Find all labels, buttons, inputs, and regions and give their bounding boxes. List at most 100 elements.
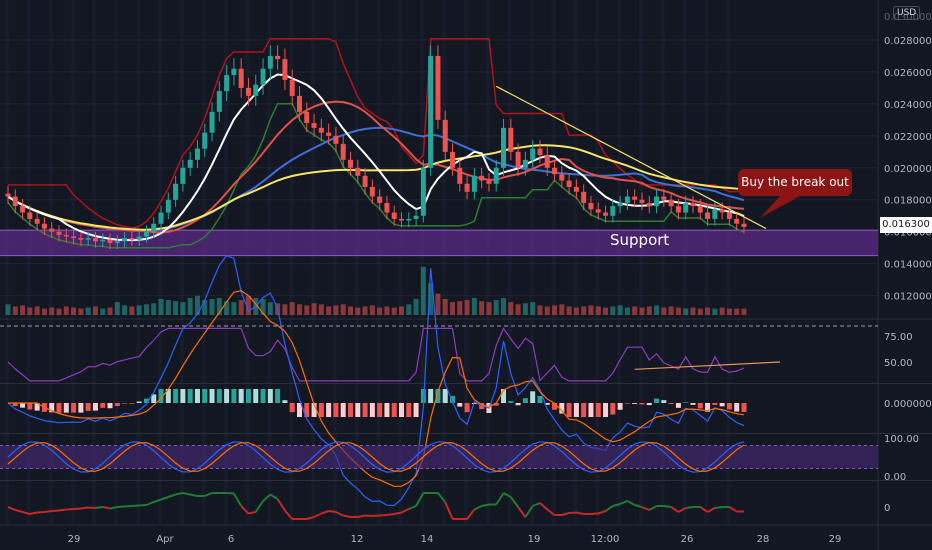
price-axis-label: 0.024000 <box>884 100 932 111</box>
macd-histogram-bar <box>92 403 98 411</box>
momentum-segment <box>37 511 45 514</box>
candle-body <box>355 167 361 176</box>
candle-body <box>690 202 696 207</box>
macd-histogram-bar <box>275 389 281 403</box>
momentum-segment <box>117 505 125 508</box>
session-stripe <box>507 0 512 525</box>
session-stripe <box>92 0 97 525</box>
volume-bar <box>675 307 681 315</box>
candle-body <box>173 183 179 200</box>
momentum-segment <box>269 493 279 500</box>
macd-histogram-bar <box>581 403 587 417</box>
volume-bar <box>180 302 186 315</box>
volume-bar <box>56 308 62 315</box>
macd-histogram-bar <box>654 398 660 403</box>
momentum-segment <box>604 505 614 512</box>
volume-bar <box>734 308 740 315</box>
session-stripe <box>223 0 228 525</box>
candle-body <box>216 91 222 112</box>
momentum-segment <box>167 493 176 498</box>
session-stripe <box>442 0 447 525</box>
candle-body <box>435 55 441 120</box>
macd-histogram-bar <box>522 398 528 403</box>
candle-body <box>741 223 747 227</box>
candle-body <box>493 167 499 184</box>
momentum-segment <box>517 506 527 518</box>
momentum-segment <box>146 501 155 506</box>
candle-body <box>457 167 463 184</box>
currency-label[interactable]: USD <box>893 6 921 20</box>
momentum-segment <box>466 508 476 520</box>
session-stripe <box>354 0 359 525</box>
volume-bar <box>493 300 499 315</box>
volume-bar <box>413 299 419 315</box>
descending-trendline <box>495 85 767 230</box>
volume-bar <box>391 307 397 315</box>
time-axis-label: 28 <box>757 534 770 545</box>
volume-bar <box>559 304 565 315</box>
momentum-segment <box>80 506 89 510</box>
macd-histogram-bar <box>165 389 171 403</box>
volume-bar <box>347 306 353 315</box>
macd-histogram-bar <box>741 403 747 412</box>
volume-bar <box>705 307 711 315</box>
volume-bar <box>566 306 572 315</box>
volume-bar <box>27 307 33 315</box>
volume-bar <box>194 295 200 315</box>
buy-breakout-callout: Buy the break out <box>738 169 852 196</box>
candle-body <box>661 196 667 200</box>
macd-histogram-bar <box>515 403 521 406</box>
macd-histogram-bar <box>231 389 237 403</box>
candle-body <box>406 218 412 221</box>
macd-histogram-bar <box>216 389 222 403</box>
stoch-axis-label: 0.00 <box>884 472 906 483</box>
candle-body <box>734 218 740 224</box>
candle-body <box>566 180 572 187</box>
volume-bar <box>289 302 295 315</box>
volume-bar <box>238 300 244 315</box>
ichimoku-lower-line <box>7 102 745 249</box>
momentum-segment <box>7 506 16 511</box>
volume-bar <box>5 304 11 315</box>
session-stripe <box>245 0 250 525</box>
candle-body <box>71 236 77 239</box>
candle-body <box>275 55 281 60</box>
macd-histogram-bar <box>675 403 681 408</box>
momentum-segment <box>415 492 425 507</box>
volume-bar <box>107 307 113 315</box>
volume-bar <box>362 306 368 315</box>
volume-bar <box>384 306 390 315</box>
stoch-axis-label: 100.00 <box>884 434 919 445</box>
macd-histogram-bar <box>457 403 463 407</box>
price-axis-label-faded: 0.030000 <box>884 12 932 23</box>
candle-body <box>508 127 514 152</box>
momentum-segment <box>532 502 541 507</box>
macd-histogram-bar <box>245 389 251 403</box>
momentum-segment <box>262 493 272 502</box>
volume-bar <box>428 283 434 315</box>
momentum-segment <box>444 501 454 520</box>
macd-histogram-bar <box>100 403 106 408</box>
candle-body <box>668 199 674 207</box>
macd-histogram-bar <box>668 403 674 404</box>
volume-bar <box>245 295 251 315</box>
volume-bar <box>311 303 317 315</box>
candle-body <box>187 159 193 168</box>
candle-body <box>515 151 521 168</box>
volume-bar <box>187 297 193 315</box>
volume-bar <box>588 305 594 315</box>
volume-bar <box>114 302 120 315</box>
momentum-segment <box>335 511 344 517</box>
candle-body <box>63 234 69 237</box>
candle-body <box>544 155 550 168</box>
momentum-segment <box>66 508 74 511</box>
momentum-segment <box>102 506 111 510</box>
session-stripe <box>398 0 403 525</box>
volume-bar <box>690 307 696 315</box>
volume-bar <box>624 307 630 315</box>
momentum-segment <box>160 496 169 501</box>
session-stripe <box>529 0 534 525</box>
momentum-segment <box>95 506 103 509</box>
macd-histogram-bar <box>544 403 550 405</box>
